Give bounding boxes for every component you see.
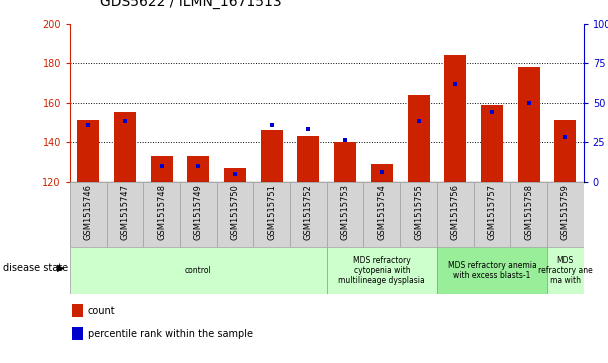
Text: GSM1515759: GSM1515759: [561, 184, 570, 240]
Bar: [327, 247, 437, 294]
Text: GSM1515753: GSM1515753: [340, 184, 350, 240]
Bar: [481, 105, 503, 182]
Bar: [254, 182, 290, 247]
Text: GSM1515749: GSM1515749: [194, 184, 203, 240]
Text: percentile rank within the sample: percentile rank within the sample: [88, 329, 253, 339]
Text: GSM1515752: GSM1515752: [304, 184, 313, 240]
Text: GDS5622 / ILMN_1671513: GDS5622 / ILMN_1671513: [100, 0, 282, 9]
Bar: [224, 168, 246, 182]
Bar: [261, 130, 283, 182]
Text: GSM1515755: GSM1515755: [414, 184, 423, 240]
Bar: [407, 95, 429, 182]
Bar: [106, 182, 143, 247]
Bar: [444, 55, 466, 182]
Text: MDS refractory anemia
with excess blasts-1: MDS refractory anemia with excess blasts…: [447, 261, 536, 280]
Bar: [72, 327, 83, 340]
Bar: [216, 182, 254, 247]
Bar: [151, 156, 173, 182]
Bar: [334, 142, 356, 182]
Text: GSM1515757: GSM1515757: [488, 184, 497, 240]
Text: count: count: [88, 306, 116, 316]
Bar: [517, 67, 540, 182]
Text: GSM1515756: GSM1515756: [451, 184, 460, 240]
Bar: [297, 136, 319, 182]
Text: MDS
refractory ane
ma with: MDS refractory ane ma with: [538, 256, 593, 285]
Bar: [72, 304, 83, 318]
Bar: [364, 182, 400, 247]
Text: GSM1515758: GSM1515758: [524, 184, 533, 240]
Text: GSM1515748: GSM1515748: [157, 184, 166, 240]
Text: GSM1515747: GSM1515747: [120, 184, 130, 240]
Text: GSM1515750: GSM1515750: [230, 184, 240, 240]
Bar: [70, 182, 106, 247]
Bar: [547, 247, 584, 294]
Bar: [510, 182, 547, 247]
Bar: [327, 182, 364, 247]
Bar: [437, 247, 547, 294]
Text: ▶: ▶: [57, 263, 64, 273]
Bar: [70, 247, 327, 294]
Bar: [547, 182, 584, 247]
Text: GSM1515751: GSM1515751: [268, 184, 276, 240]
Bar: [371, 164, 393, 182]
Bar: [187, 156, 209, 182]
Bar: [554, 120, 576, 182]
Bar: [290, 182, 327, 247]
Bar: [114, 113, 136, 182]
Bar: [143, 182, 180, 247]
Text: control: control: [185, 266, 212, 275]
Text: GSM1515746: GSM1515746: [84, 184, 93, 240]
Bar: [474, 182, 510, 247]
Text: disease state: disease state: [3, 263, 68, 273]
Bar: [400, 182, 437, 247]
Text: MDS refractory
cytopenia with
multilineage dysplasia: MDS refractory cytopenia with multilinea…: [339, 256, 425, 285]
Bar: [77, 120, 99, 182]
Bar: [180, 182, 216, 247]
Bar: [437, 182, 474, 247]
Text: GSM1515754: GSM1515754: [378, 184, 386, 240]
